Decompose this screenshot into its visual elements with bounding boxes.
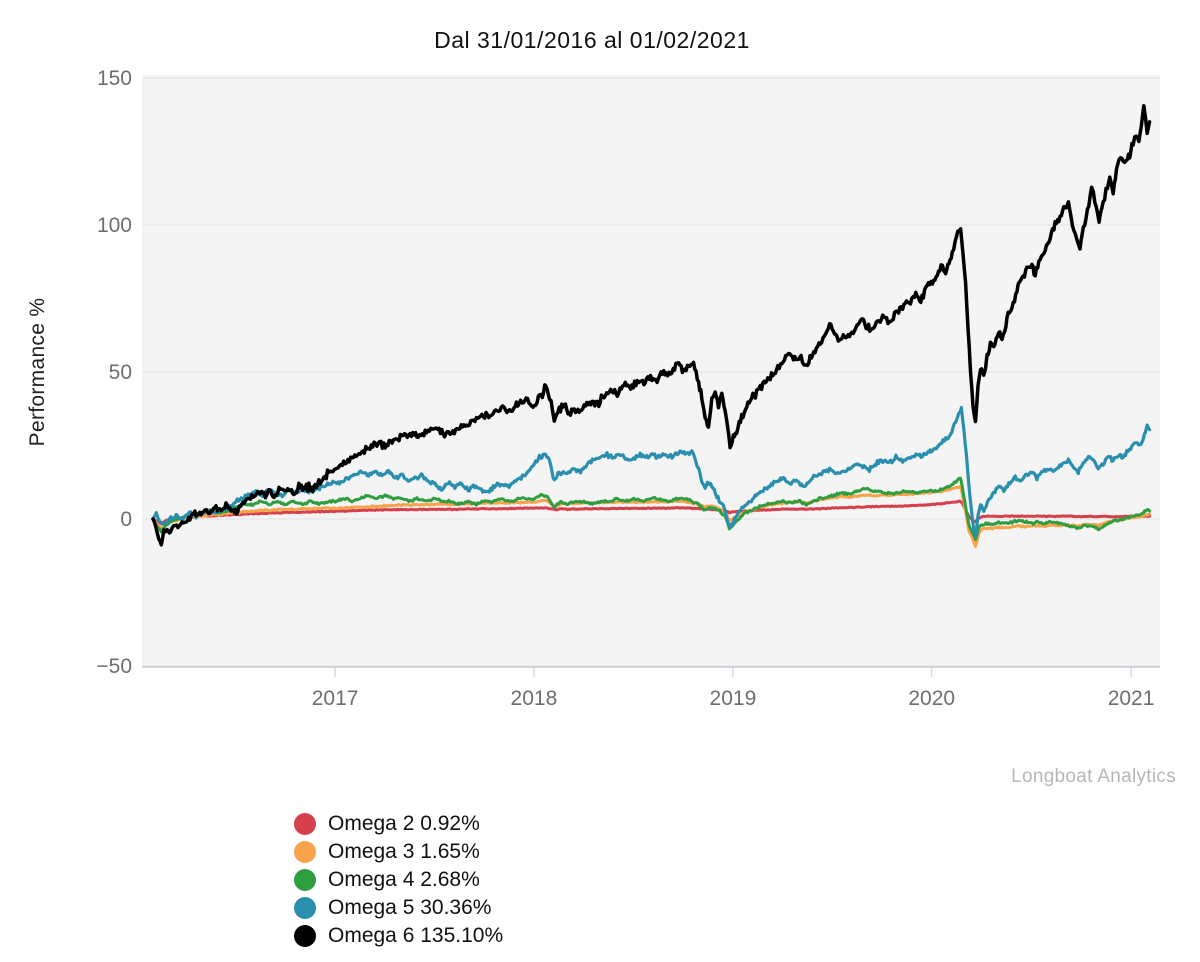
legend-marker-omega-3 [294, 841, 316, 863]
legend-item-omega-4[interactable]: Omega 4 2.68% [294, 868, 503, 891]
x-tick-label: 2020 [908, 687, 955, 710]
y-tick-label: 50 [109, 361, 132, 384]
watermark-credit: Longboat Analytics [1011, 766, 1176, 787]
x-tick-label: 2019 [710, 687, 757, 710]
series-line-omega-6 [151, 103, 1152, 547]
legend-marker-omega-5 [294, 897, 316, 919]
series-line-omega-4 [151, 476, 1152, 542]
plot-area [142, 75, 1160, 667]
legend-marker-omega-6 [294, 925, 316, 947]
y-tick-label: 150 [97, 67, 132, 90]
x-tick-label: 2017 [312, 687, 359, 710]
legend-item-omega-2[interactable]: Omega 2 0.92% [294, 812, 503, 835]
x-tick-label: 2021 [1108, 687, 1155, 710]
legend-marker-omega-4 [294, 869, 316, 891]
y-tick-label: 0 [120, 508, 132, 531]
legend-label-omega-3: Omega 3 1.65% [328, 840, 480, 863]
y-tick-label: −50 [96, 655, 132, 678]
y-tick-label: 100 [97, 214, 132, 237]
legend-marker-omega-2 [294, 813, 316, 835]
x-tick-label: 2018 [511, 687, 558, 710]
legend-item-omega-5[interactable]: Omega 5 30.36% [294, 896, 503, 919]
legend-label-omega-4: Omega 4 2.68% [328, 868, 480, 891]
legend-item-omega-3[interactable]: Omega 3 1.65% [294, 840, 503, 863]
legend: Omega 2 0.92% Omega 3 1.65% Omega 4 2.68% O… [294, 812, 504, 953]
chart-title: Dal 31/01/2016 al 01/02/2021 [434, 27, 750, 53]
legend-label-omega-2: Omega 2 0.92% [328, 812, 480, 835]
series-line-omega-3 [151, 485, 1152, 548]
legend-label-omega-5: Omega 5 30.36% [328, 896, 492, 919]
performance-line-chart: 150 100 50 0 −50 2017 2018 2019 2020 2021 [96, 67, 1160, 710]
legend-label-omega-6: Omega 6 135.10% [328, 924, 504, 947]
legend-item-omega-6[interactable]: Omega 6 135.10% [294, 924, 504, 947]
series-line-omega-5 [151, 405, 1152, 538]
